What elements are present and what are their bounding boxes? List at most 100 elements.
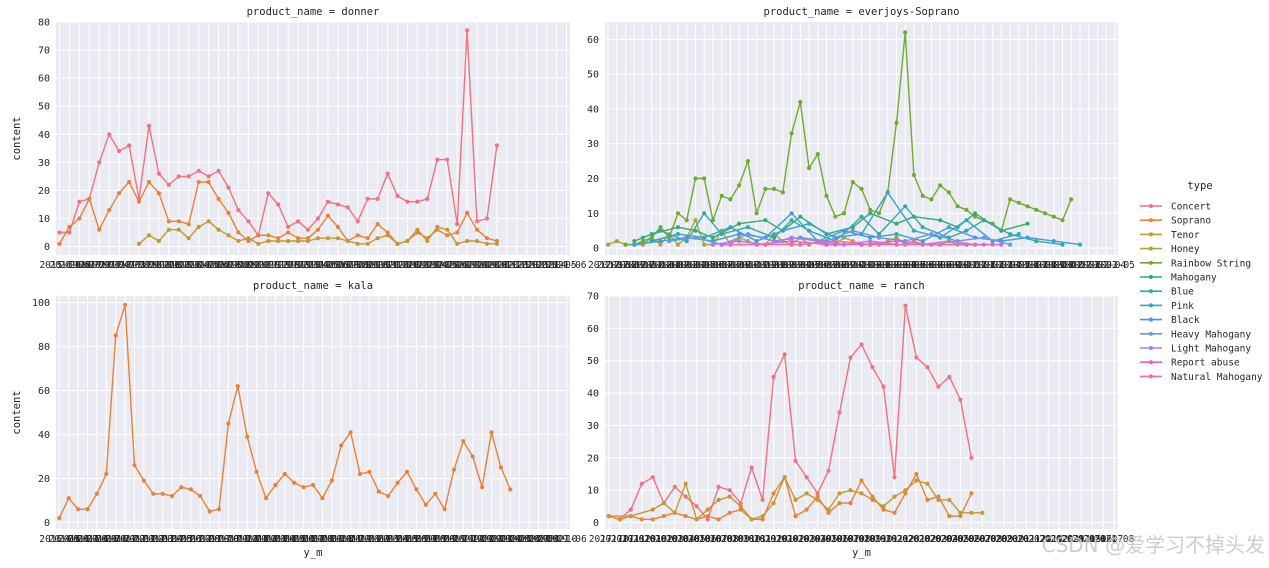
data-point	[719, 193, 724, 198]
x-tick-label: 2018-12	[331, 534, 371, 545]
data-point	[367, 469, 372, 474]
data-point	[958, 510, 963, 515]
data-point	[66, 496, 71, 501]
data-point	[345, 205, 350, 210]
data-point	[423, 502, 428, 507]
data-point	[876, 235, 882, 240]
data-point	[925, 481, 930, 486]
data-point	[305, 227, 311, 232]
data-point	[57, 230, 62, 235]
data-point	[160, 491, 165, 496]
x-tick-label: 2020-09	[920, 260, 960, 271]
x-tick-label: 2020-11	[477, 260, 517, 271]
data-point	[999, 242, 1004, 247]
x-tick-label: 2017-04	[143, 534, 183, 545]
data-point	[868, 242, 873, 247]
legend-entry: Concert	[1171, 202, 1211, 213]
data-point	[617, 517, 622, 522]
data-point	[207, 509, 212, 514]
data-point	[675, 242, 681, 247]
data-point	[146, 123, 152, 128]
x-tick-label: 2018-12	[743, 534, 783, 545]
legend-entry: Natural Mahogany	[1171, 372, 1263, 383]
data-point	[206, 174, 211, 179]
data-point	[348, 430, 353, 435]
data-point	[683, 494, 688, 499]
data-point	[273, 482, 278, 488]
data-point	[658, 239, 663, 244]
legend-entry: Blue	[1171, 287, 1194, 298]
data-point	[705, 514, 710, 519]
data-point	[186, 236, 191, 241]
data-point	[117, 191, 122, 196]
data-point	[881, 384, 886, 389]
x-tick-label: 2020-12	[946, 260, 986, 271]
data-point	[727, 494, 732, 499]
x-tick-label: 2018-03	[658, 260, 698, 271]
data-point	[355, 219, 360, 224]
y-axis-label: content	[11, 390, 23, 434]
data-point	[938, 242, 943, 247]
x-tick-label: 2019-11	[833, 260, 873, 271]
data-point	[355, 233, 360, 238]
data-point	[435, 224, 440, 229]
data-point	[136, 199, 142, 204]
data-point	[946, 239, 952, 244]
x-tick-label: 2018-05	[265, 534, 305, 545]
x-tick-label: 2019-06	[809, 534, 849, 545]
data-point	[826, 510, 831, 515]
data-point	[958, 514, 963, 519]
data-point	[920, 239, 925, 244]
legend-marker	[1148, 303, 1154, 308]
legend-marker	[1148, 274, 1154, 280]
data-point	[868, 235, 873, 240]
data-point	[494, 241, 499, 246]
x-tick-label: 2017-11	[208, 534, 248, 545]
data-point	[946, 190, 952, 195]
data-point	[892, 510, 897, 515]
data-point	[826, 468, 831, 473]
x-tick-label: 2018-07	[688, 534, 728, 545]
data-point	[414, 487, 419, 492]
x-tick-label: 2018-08	[702, 260, 742, 271]
x-tick-label: 2019-07	[798, 260, 838, 271]
legend-title: type	[1187, 180, 1212, 192]
legend-marker	[1148, 345, 1154, 351]
data-point	[325, 199, 330, 204]
data-point	[824, 242, 829, 247]
data-point	[104, 471, 109, 477]
data-point	[376, 489, 381, 494]
x-tick-label: 2020-06	[894, 260, 934, 271]
data-point	[946, 225, 952, 230]
data-point	[683, 514, 688, 519]
data-point	[969, 455, 974, 460]
series-line-soprano	[608, 473, 973, 520]
data-point	[793, 458, 798, 464]
x-tick-label: 2020-10	[537, 534, 577, 545]
series-line-blue	[642, 205, 1063, 246]
data-point	[782, 475, 787, 480]
x-tick-label: 2020-04	[918, 534, 958, 545]
x-tick-label: 2016-09	[69, 260, 109, 271]
plot-area-donner	[56, 22, 570, 255]
data-point	[395, 193, 400, 199]
data-point	[848, 501, 853, 506]
x-tick-label: 2017-03	[79, 260, 119, 271]
x-tick-label: 2018-08	[699, 534, 739, 545]
data-point	[282, 471, 287, 477]
data-point	[929, 197, 934, 202]
legend-entry: Pink	[1171, 301, 1194, 312]
data-point	[894, 239, 899, 244]
x-tick-label: 2017-08	[597, 260, 637, 271]
x-tick-label: 2021-01	[1017, 534, 1057, 545]
data-point	[870, 497, 875, 502]
data-point	[850, 228, 855, 233]
x-tick-label: 2021-06	[1072, 534, 1112, 545]
x-tick-label: 2020-07	[509, 534, 549, 545]
data-point	[266, 233, 271, 238]
x-tick-label: 2022-05	[1095, 260, 1135, 271]
data-point	[760, 497, 765, 502]
x-tick-label: 2019-10	[348, 260, 388, 271]
data-point	[1008, 242, 1013, 247]
y-tick-label: 0	[44, 518, 50, 529]
